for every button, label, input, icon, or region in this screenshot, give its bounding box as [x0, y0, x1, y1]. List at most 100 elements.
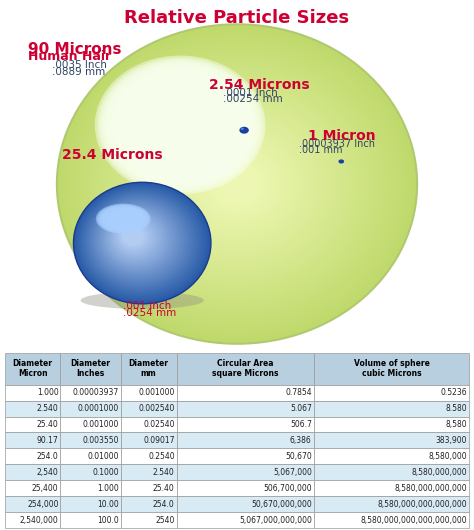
Ellipse shape — [75, 184, 208, 302]
Ellipse shape — [95, 58, 379, 310]
Text: Diameter
Micron: Diameter Micron — [13, 359, 53, 378]
Bar — [314, 417, 469, 432]
Ellipse shape — [164, 119, 310, 249]
Ellipse shape — [106, 68, 368, 300]
Ellipse shape — [84, 49, 390, 320]
Ellipse shape — [114, 71, 246, 179]
Ellipse shape — [219, 168, 255, 200]
Ellipse shape — [99, 205, 148, 233]
Bar — [121, 464, 177, 480]
Ellipse shape — [191, 144, 283, 224]
Text: 0.01000: 0.01000 — [88, 452, 119, 461]
Text: 0.7854: 0.7854 — [285, 388, 312, 397]
Text: 0.00003937: 0.00003937 — [73, 388, 119, 397]
Ellipse shape — [114, 220, 154, 255]
Text: Diameter
Inches: Diameter Inches — [71, 359, 110, 378]
Bar — [177, 401, 314, 417]
Ellipse shape — [116, 73, 244, 177]
Ellipse shape — [73, 39, 401, 329]
Text: 1.000: 1.000 — [37, 388, 59, 397]
Text: .00254 mm: .00254 mm — [223, 94, 283, 104]
Ellipse shape — [240, 128, 244, 130]
Text: 0.1000: 0.1000 — [92, 468, 119, 477]
Ellipse shape — [189, 142, 285, 227]
Ellipse shape — [147, 105, 327, 263]
Ellipse shape — [89, 196, 190, 286]
Ellipse shape — [216, 166, 258, 202]
Ellipse shape — [95, 56, 265, 195]
Text: 8,580: 8,580 — [446, 420, 467, 429]
Bar — [121, 417, 177, 432]
Bar — [61, 385, 121, 401]
Ellipse shape — [94, 201, 182, 279]
Ellipse shape — [92, 56, 382, 312]
Ellipse shape — [131, 90, 343, 278]
Ellipse shape — [91, 199, 186, 282]
Ellipse shape — [100, 60, 260, 190]
Ellipse shape — [79, 44, 395, 324]
Text: Relative Particle Sizes: Relative Particle Sizes — [125, 8, 349, 26]
Bar — [5, 448, 61, 464]
Ellipse shape — [117, 222, 151, 252]
Ellipse shape — [135, 89, 225, 162]
Text: 8,580,000,000,000: 8,580,000,000,000 — [395, 484, 467, 493]
Bar — [121, 480, 177, 496]
Ellipse shape — [96, 204, 151, 234]
Bar — [61, 512, 121, 528]
Bar — [121, 448, 177, 464]
Bar — [5, 385, 61, 401]
Text: .00003937 Inch: .00003937 Inch — [299, 139, 374, 149]
Ellipse shape — [81, 292, 204, 309]
Ellipse shape — [134, 93, 340, 276]
Bar — [177, 385, 314, 401]
Ellipse shape — [112, 73, 362, 295]
Text: 2,540,000: 2,540,000 — [20, 516, 59, 525]
Bar — [177, 417, 314, 432]
Bar — [5, 480, 61, 496]
Ellipse shape — [112, 213, 134, 225]
Bar — [177, 496, 314, 512]
Ellipse shape — [57, 24, 417, 344]
Bar — [61, 448, 121, 464]
Ellipse shape — [108, 210, 138, 227]
Bar — [61, 480, 121, 496]
Bar — [177, 464, 314, 480]
Ellipse shape — [170, 124, 304, 244]
Ellipse shape — [118, 223, 148, 250]
Text: 0.001000: 0.001000 — [82, 420, 119, 429]
Ellipse shape — [85, 193, 194, 289]
Text: 254.0: 254.0 — [37, 452, 59, 461]
Ellipse shape — [120, 225, 146, 248]
Text: 90 Microns: 90 Microns — [28, 42, 122, 57]
Text: 1.000: 1.000 — [97, 484, 119, 493]
Ellipse shape — [102, 207, 144, 230]
Text: 5,067,000: 5,067,000 — [273, 468, 312, 477]
Ellipse shape — [119, 75, 241, 175]
Ellipse shape — [167, 122, 307, 246]
Text: 0.001000: 0.001000 — [138, 388, 175, 397]
Bar — [314, 432, 469, 448]
Ellipse shape — [107, 213, 165, 264]
Ellipse shape — [145, 102, 329, 266]
Text: 25.40: 25.40 — [37, 420, 59, 429]
Text: 50,670: 50,670 — [285, 452, 312, 461]
Ellipse shape — [113, 219, 155, 256]
Ellipse shape — [115, 220, 153, 254]
Bar — [5, 417, 61, 432]
Ellipse shape — [130, 84, 230, 166]
Ellipse shape — [80, 188, 202, 297]
Ellipse shape — [65, 32, 409, 337]
Ellipse shape — [197, 148, 277, 219]
Text: 254,000: 254,000 — [27, 500, 59, 509]
Bar — [121, 353, 177, 385]
Ellipse shape — [161, 117, 313, 251]
Text: 2.540: 2.540 — [153, 468, 175, 477]
Text: 50,670,000,000: 50,670,000,000 — [251, 500, 312, 509]
Ellipse shape — [338, 160, 344, 164]
Ellipse shape — [73, 182, 211, 304]
Text: Diameter
mm: Diameter mm — [129, 359, 169, 378]
Ellipse shape — [106, 64, 255, 186]
Bar — [177, 512, 314, 528]
Ellipse shape — [137, 95, 337, 273]
Ellipse shape — [101, 63, 373, 305]
